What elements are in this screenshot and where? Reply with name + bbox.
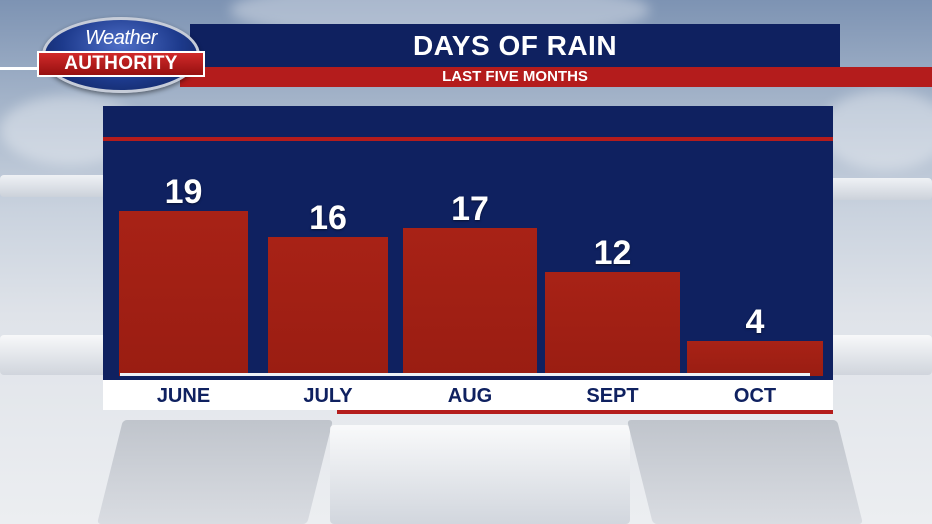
value-label-aug: 17 [451, 190, 489, 228]
chart-subtitle: LAST FIVE MONTHS [442, 68, 588, 85]
background-shelf-left [0, 175, 110, 197]
category-label-strip [103, 380, 833, 410]
category-label-june: JUNE [156, 385, 211, 407]
category-label-sept: SEPT [586, 385, 639, 407]
chart-baseline [120, 373, 810, 376]
bar-oct [687, 341, 823, 376]
bar-sept [545, 272, 680, 376]
value-label-june: 19 [164, 173, 203, 211]
background-shelf-right [830, 178, 932, 200]
chart-bottom-stripe [337, 410, 833, 414]
background-tray-left [97, 420, 333, 524]
subtitle-bar [180, 67, 932, 87]
category-label-july: JULY [303, 385, 353, 407]
background-cloud [820, 90, 932, 170]
value-label-sept: 12 [593, 234, 632, 272]
bar-july [268, 237, 388, 376]
background-tray-center [330, 425, 630, 524]
background-shelf-right-lower [830, 335, 932, 375]
chart-top-stripe [103, 137, 833, 141]
category-label-oct: OCT [733, 385, 777, 407]
bar-june [119, 211, 248, 376]
logo-authority-text: AUTHORITY [37, 51, 205, 77]
value-label-july: 16 [309, 199, 347, 237]
background-shelf-left-lower [0, 335, 110, 375]
background-tray-right [627, 420, 863, 524]
value-label-oct: 4 [745, 303, 765, 341]
title-bar [190, 24, 840, 67]
category-label-aug: AUG [447, 385, 493, 407]
chart-title: DAYS OF RAIN [412, 30, 618, 61]
bar-aug [403, 228, 537, 376]
logo-weather-text: Weather [85, 27, 157, 49]
weather-authority-logo: Weather AUTHORITY [37, 17, 205, 93]
